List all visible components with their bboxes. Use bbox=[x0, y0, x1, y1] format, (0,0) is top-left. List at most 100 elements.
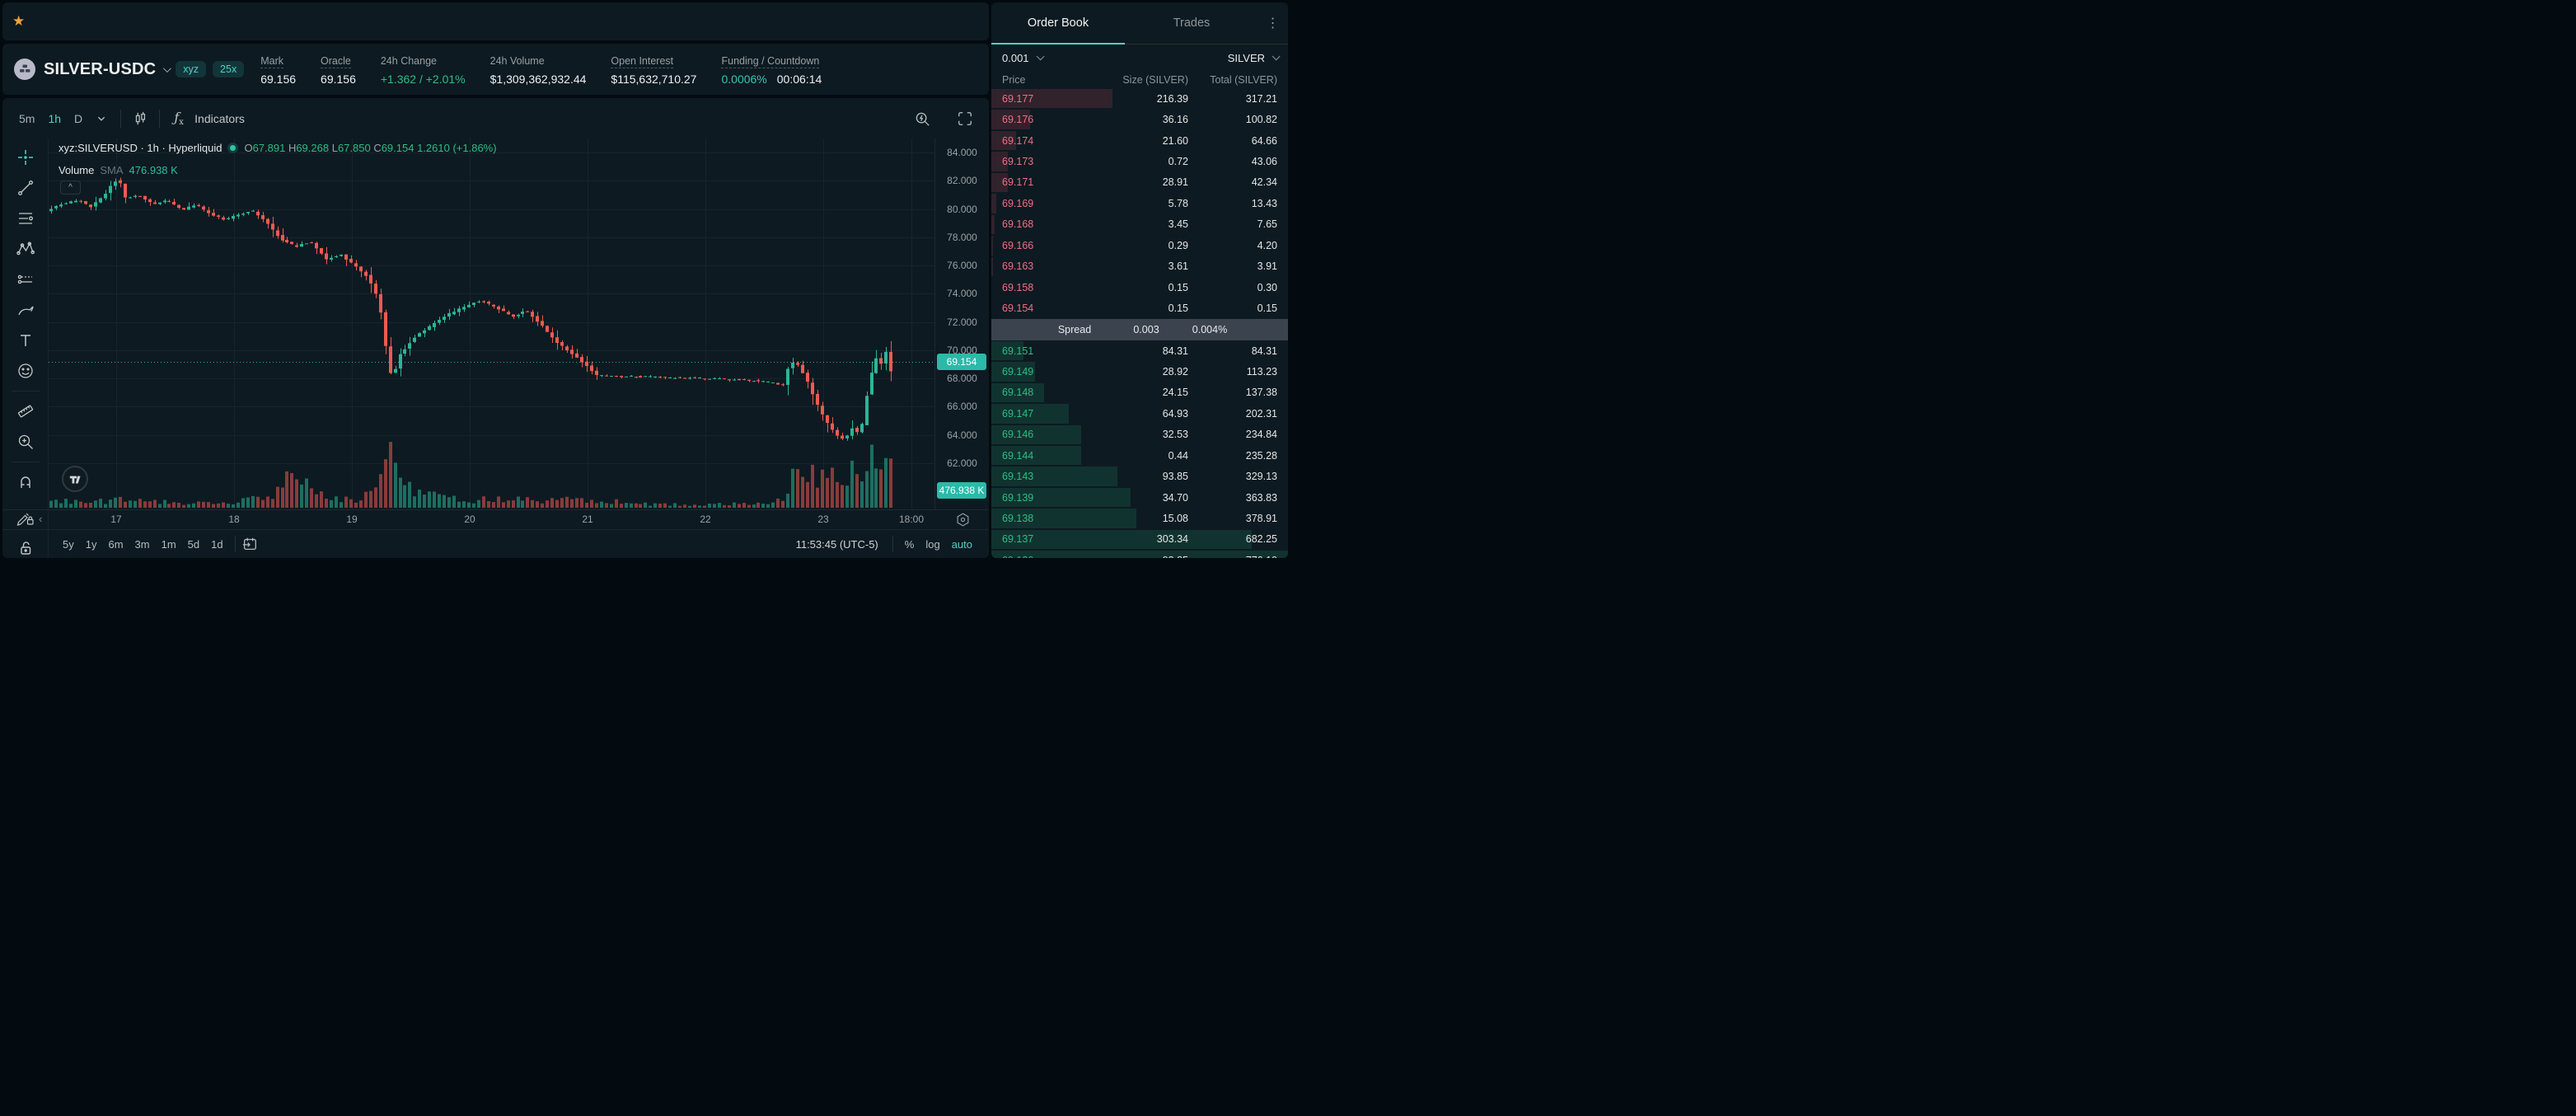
depth-bar bbox=[991, 236, 993, 256]
emoji-icon[interactable] bbox=[13, 360, 38, 382]
price-tick: 64.000 bbox=[947, 429, 977, 441]
candle-style-icon[interactable] bbox=[128, 106, 152, 131]
fullscreen-icon[interactable] bbox=[953, 106, 977, 131]
total-cell: 4.20 bbox=[1257, 239, 1277, 251]
time-axis[interactable]: ‹ 17 18 19 20 21 22 23 18:00 bbox=[2, 509, 989, 529]
interval-chevron-icon[interactable] bbox=[89, 106, 114, 131]
unit-select[interactable]: SILVER bbox=[1228, 52, 1281, 64]
xabcd-pattern-icon[interactable] bbox=[13, 238, 38, 260]
chevron-left-icon[interactable]: ‹ bbox=[39, 513, 43, 525]
lock-all-icon[interactable] bbox=[13, 537, 38, 558]
bid-row[interactable]: 69.148 24.15 137.38 bbox=[991, 382, 1288, 403]
price-chart[interactable]: xyz:SILVERUSD · 1h · Hyperliquid O67.891… bbox=[49, 138, 934, 509]
bid-row[interactable]: 69.146 32.53 234.84 bbox=[991, 424, 1288, 445]
range-3m[interactable]: 3m bbox=[134, 537, 150, 551]
legend-collapse-button[interactable]: ^ bbox=[60, 181, 81, 195]
total-cell: 234.84 bbox=[1245, 429, 1277, 441]
projection-icon[interactable] bbox=[13, 269, 38, 290]
price-tick: 72.000 bbox=[947, 316, 977, 328]
stat-oracle: Oracle 69.156 bbox=[321, 54, 356, 86]
clock[interactable]: 11:53:45 (UTC-5) bbox=[795, 537, 878, 551]
interval-1h[interactable]: 1h bbox=[48, 111, 62, 125]
ask-row[interactable]: 69.163 3.61 3.91 bbox=[991, 256, 1288, 277]
range-1m[interactable]: 1m bbox=[161, 537, 176, 551]
price-cell: 69.173 bbox=[1002, 156, 1034, 168]
stat-label[interactable]: Oracle bbox=[321, 54, 351, 68]
range-1y[interactable]: 1y bbox=[85, 537, 97, 551]
scale-log[interactable]: log bbox=[925, 537, 940, 551]
badge-25x: 25x bbox=[213, 61, 245, 77]
size-cell: 36.16 bbox=[1162, 114, 1188, 126]
pair-symbol[interactable]: SILVER-USDC bbox=[44, 59, 157, 78]
indicators-button[interactable]: Indicators bbox=[194, 111, 245, 125]
range-6m[interactable]: 6m bbox=[108, 537, 124, 551]
tab-order-book[interactable]: Order Book bbox=[991, 2, 1125, 45]
price-cell: 69.174 bbox=[1002, 134, 1034, 147]
price-cell: 69.158 bbox=[1002, 281, 1034, 293]
bid-row[interactable]: 69.138 15.08 378.91 bbox=[991, 508, 1288, 528]
scale-auto[interactable]: auto bbox=[951, 537, 972, 551]
stat-24h-change: 24h Change +1.362 / +2.01% bbox=[381, 54, 466, 86]
ask-row[interactable]: 69.176 36.16 100.82 bbox=[991, 109, 1288, 129]
bid-row[interactable]: 69.151 84.31 84.31 bbox=[991, 340, 1288, 361]
candlestick-canvas[interactable] bbox=[49, 138, 934, 509]
bid-row[interactable]: 69.143 93.85 329.13 bbox=[991, 466, 1288, 486]
brush-icon[interactable] bbox=[13, 299, 38, 321]
bid-row[interactable]: 69.147 64.93 202.31 bbox=[991, 403, 1288, 424]
bid-row[interactable]: 69.13693.85776.10 bbox=[991, 550, 1288, 558]
size-cell: 15.08 bbox=[1162, 513, 1188, 525]
range-5d[interactable]: 5d bbox=[187, 537, 200, 551]
fib-retracement-icon[interactable] bbox=[13, 208, 38, 229]
tradingview-logo[interactable] bbox=[62, 466, 88, 492]
stat-value: +1.362 / +2.01% bbox=[381, 73, 466, 86]
bid-row[interactable]: 69.144 0.44 235.28 bbox=[991, 445, 1288, 466]
price-tick: 84.000 bbox=[947, 147, 977, 158]
range-5y[interactable]: 5y bbox=[63, 537, 74, 551]
ruler-icon[interactable] bbox=[13, 401, 38, 422]
ohlc-key: H bbox=[288, 142, 297, 154]
total-cell: 7.65 bbox=[1257, 218, 1277, 231]
zoom-in-icon[interactable] bbox=[13, 431, 38, 452]
drawing-lock-icon[interactable] bbox=[13, 507, 38, 528]
stat-label[interactable]: Open Interest bbox=[611, 54, 674, 68]
tab-trades[interactable]: Trades bbox=[1173, 16, 1211, 30]
depth-bar bbox=[991, 214, 995, 235]
crosshair-icon[interactable] bbox=[13, 147, 38, 168]
ask-row[interactable]: 69.171 28.91 42.34 bbox=[991, 172, 1288, 193]
scale-buttons: % log auto bbox=[899, 536, 978, 553]
depth-bar bbox=[991, 509, 1136, 528]
ask-row[interactable]: 69.154 0.15 0.15 bbox=[991, 298, 1288, 318]
stat-label[interactable]: Funding / Countdown bbox=[721, 54, 820, 68]
depth-bar bbox=[991, 487, 1131, 508]
interval-D[interactable]: D bbox=[74, 111, 83, 125]
text-icon[interactable] bbox=[13, 330, 38, 351]
bid-row[interactable]: 69.139 34.70 363.83 bbox=[991, 487, 1288, 508]
range-1d[interactable]: 1d bbox=[211, 537, 223, 551]
go-to-date-icon[interactable] bbox=[241, 536, 258, 552]
scale-%[interactable]: % bbox=[904, 537, 915, 551]
axis-settings-icon[interactable] bbox=[955, 512, 971, 532]
quick-search-icon[interactable] bbox=[910, 106, 934, 131]
bid-row[interactable]: 69.137 303.34 682.25 bbox=[991, 529, 1288, 550]
ask-row[interactable]: 69.177 216.39 317.21 bbox=[991, 88, 1288, 109]
price-axis[interactable]: 69.154 476.938 K 84.000 82.000 80.000 78.00… bbox=[934, 138, 989, 509]
price-cell: 69.177 bbox=[1002, 92, 1034, 105]
bid-row[interactable]: 69.149 28.92 113.23 bbox=[991, 361, 1288, 382]
favorite-star-icon[interactable]: ★ bbox=[12, 13, 26, 29]
tick-size-select[interactable]: 0.001 bbox=[1002, 52, 1045, 64]
trend-line-icon[interactable] bbox=[13, 177, 38, 199]
total-cell: 0.15 bbox=[1257, 302, 1277, 315]
interval-5m[interactable]: 5m bbox=[19, 111, 35, 125]
ask-row[interactable]: 69.158 0.15 0.30 bbox=[991, 277, 1288, 298]
ask-row[interactable]: 69.174 21.60 64.66 bbox=[991, 130, 1288, 151]
ask-row[interactable]: 69.173 0.72 43.06 bbox=[991, 151, 1288, 171]
depth-bar bbox=[991, 446, 1082, 466]
ask-row[interactable]: 69.166 0.29 4.20 bbox=[991, 235, 1288, 256]
ask-row[interactable]: 69.169 5.78 13.43 bbox=[991, 193, 1288, 213]
kebab-menu-icon[interactable]: ⋮ bbox=[1266, 16, 1281, 30]
fx-icon[interactable]: ƒx bbox=[174, 110, 184, 127]
magnet-icon[interactable] bbox=[13, 471, 38, 493]
stat-label[interactable]: Mark bbox=[260, 54, 283, 68]
time-tick: 23 bbox=[817, 513, 829, 525]
ask-row[interactable]: 69.168 3.45 7.65 bbox=[991, 214, 1288, 235]
